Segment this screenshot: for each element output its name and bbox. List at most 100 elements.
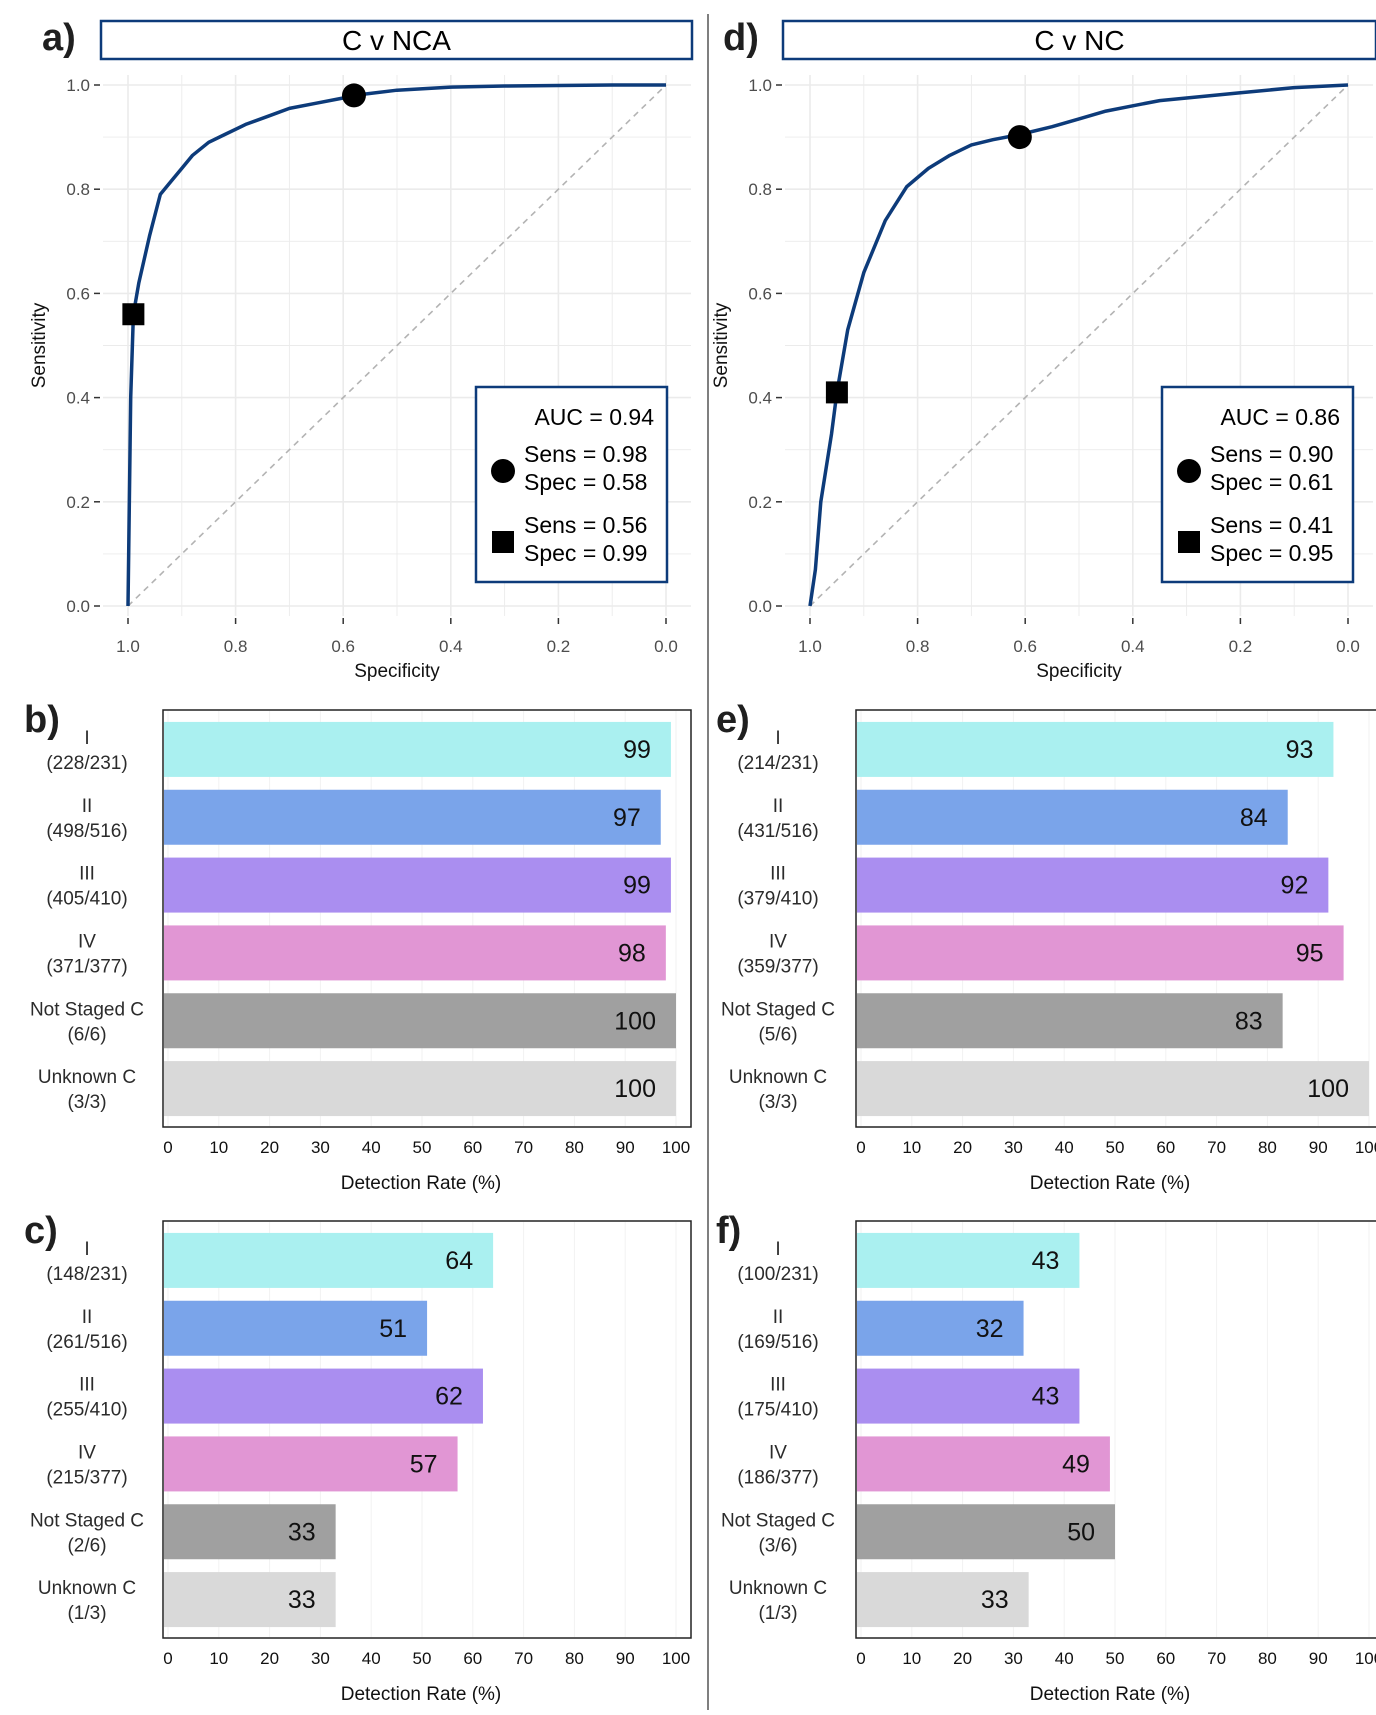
stage-count: (215/377) [46,1467,127,1488]
x-tick-label: 0 [856,1649,865,1668]
panel-label: c) [24,1210,58,1252]
reference-diagonal [127,84,667,607]
x-tick-label: 90 [616,1138,635,1157]
legend-square-icon [1178,531,1200,553]
bar-value-label: 32 [976,1315,1004,1343]
x-tick-label: 0.2 [1229,637,1253,656]
legend-item-line2: Spec = 0.99 [524,540,647,566]
stage-count: (1/3) [67,1603,106,1624]
reference-diagonal [809,84,1349,607]
x-tick-label: 70 [1207,1649,1226,1668]
detection-bar [857,1436,1110,1492]
stage-count: (261/516) [46,1332,127,1353]
bar-value-label: 100 [614,1075,656,1103]
x-tick-label: 80 [1258,1138,1277,1157]
stage-name: IV [769,1442,787,1463]
detection-bar [164,993,676,1049]
x-tick-label: 90 [616,1649,635,1668]
legend-circle-icon [1177,459,1201,483]
detection-bar [164,925,666,981]
stage-name: Not Staged C [30,1510,144,1531]
legend-item-line1: Sens = 0.56 [524,512,647,538]
stage-count: (371/377) [46,956,127,977]
stage-count: (186/377) [737,1467,818,1488]
panel-title: C v NC [1034,25,1124,56]
panel-title-box [99,19,694,61]
x-tick-label: 50 [413,1649,432,1668]
legend-auc: AUC = 0.94 [534,404,654,430]
stage-name: II [82,1307,93,1328]
stage-name: I [775,1239,780,1260]
detection-bar [857,721,1334,777]
bar-value-label: 51 [379,1315,407,1343]
x-axis-title: Detection Rate (%) [341,1173,502,1194]
stage-count: (100/231) [737,1264,818,1285]
bar-value-label: 33 [288,1518,316,1546]
legend-item-line1: Sens = 0.41 [1210,512,1333,538]
panel-title-box [781,19,1376,61]
stage-count: (148/231) [46,1264,127,1285]
x-tick-label: 1.0 [116,637,140,656]
detection-bar [164,1572,336,1628]
y-tick-label: 0.2 [66,493,90,512]
legend-circle-icon [491,459,515,483]
stage-count: (6/6) [67,1024,106,1045]
legend-item-line2: Spec = 0.61 [1210,469,1333,495]
x-tick-label: 60 [463,1649,482,1668]
x-tick-label: 10 [902,1138,921,1157]
bar-value-label: 84 [1240,804,1268,832]
x-tick-label: 80 [565,1138,584,1157]
x-tick-label: 0 [163,1138,172,1157]
bar-plot-frame [855,709,1376,1128]
x-tick-label: 80 [1258,1649,1277,1668]
detection-bar [857,1368,1080,1424]
bar-value-label: 33 [288,1586,316,1614]
x-tick-label: 50 [1106,1649,1125,1668]
bar-value-label: 62 [435,1383,463,1411]
stage-count: (405/410) [46,889,127,910]
x-tick-label: 60 [1156,1649,1175,1668]
detection-bar [857,857,1329,913]
stage-name: III [770,1375,786,1396]
y-tick-label: 0.6 [748,284,772,303]
legend-square-icon [492,531,514,553]
detection-bar [164,1300,428,1356]
panel-label: d) [723,17,759,59]
x-tick-label: 70 [1207,1138,1226,1157]
x-tick-label: 0.6 [1013,637,1037,656]
x-tick-label: 50 [1106,1138,1125,1157]
y-tick-label: 1.0 [66,76,90,95]
x-tick-label: 100 [1355,1649,1376,1668]
y-axis-title: Sensitivity [711,302,732,388]
detection-bar [164,1504,336,1560]
stage-name: III [79,1375,95,1396]
stage-name: Not Staged C [30,999,144,1020]
detection-bar [164,1232,494,1288]
stage-count: (3/3) [67,1092,106,1113]
x-tick-label: 20 [260,1138,279,1157]
x-tick-label: 0 [163,1649,172,1668]
stage-count: (359/377) [737,956,818,977]
x-tick-label: 100 [662,1138,690,1157]
stage-count: (214/231) [737,753,818,774]
detection-bar [857,1572,1029,1628]
x-tick-label: 70 [514,1649,533,1668]
y-tick-label: 0.4 [748,389,772,408]
detection-bar [164,1061,676,1117]
y-tick-label: 0.4 [66,389,90,408]
stage-name: Unknown C [729,1067,827,1088]
threshold-square-marker [825,381,848,404]
x-tick-label: 30 [1004,1138,1023,1157]
x-tick-label: 20 [260,1649,279,1668]
stage-name: II [773,796,784,817]
detection-bar [164,721,671,777]
roc-curve [808,83,1349,607]
stage-count: (175/410) [737,1400,818,1421]
detection-bar [164,1368,483,1424]
panel-label: f) [716,1210,741,1252]
x-tick-label: 60 [463,1138,482,1157]
bar-value-label: 100 [1307,1075,1349,1103]
x-tick-label: 30 [311,1138,330,1157]
stage-name: II [82,796,93,817]
x-tick-label: 10 [902,1649,921,1668]
